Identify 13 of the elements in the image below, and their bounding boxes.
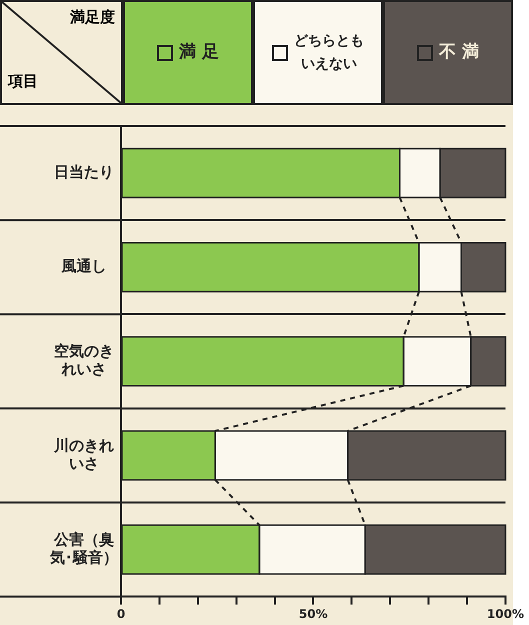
legend-label: 満 足 [179, 40, 219, 64]
legend-label: どちらともいえない [294, 32, 364, 74]
y-tick-label: 日当たり [54, 162, 114, 181]
x-tick-label: 100% [486, 606, 524, 621]
y-tick-label: 川のきれいさ [53, 436, 114, 472]
x-tick-label: 0 [116, 606, 126, 621]
x-tick-label: 50% [298, 606, 328, 621]
text: 項目 [8, 72, 38, 91]
legend-label: 不 満 [439, 40, 479, 64]
y-tick-label: 公害（臭気･騒音） [49, 530, 118, 566]
y-tick-label: 風通し [60, 257, 106, 276]
legend-title: 満足度 [70, 8, 115, 27]
y-tick-label: 空気のきれいさ [54, 342, 114, 378]
